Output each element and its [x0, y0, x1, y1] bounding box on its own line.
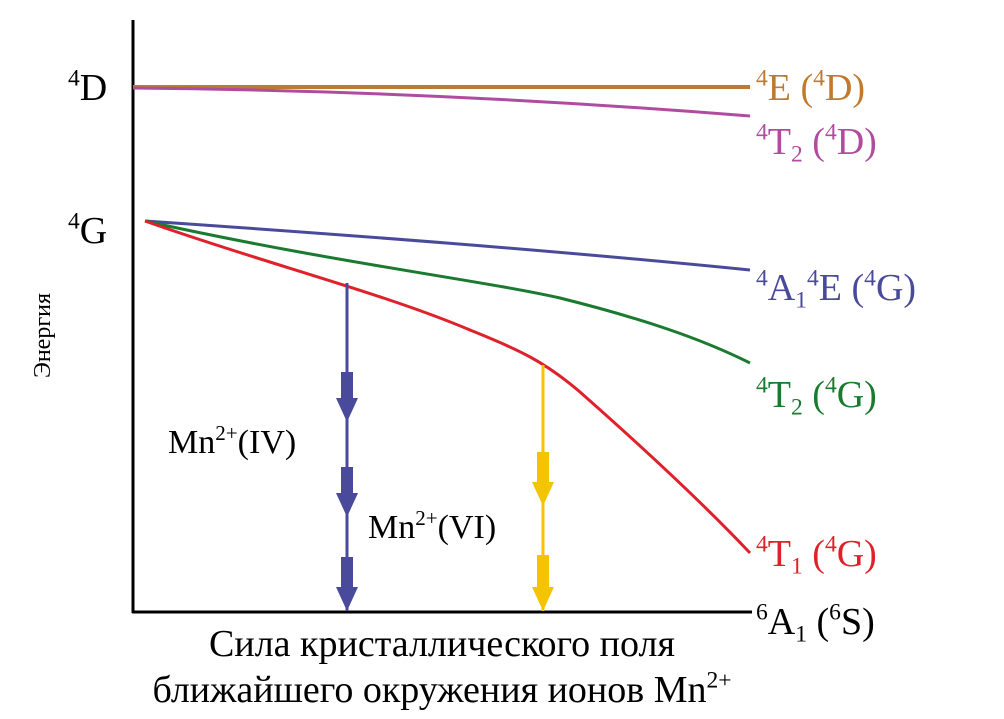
axes [131, 20, 752, 614]
curve-4T2-4D [132, 86, 751, 118]
arrow-head-icon [532, 587, 554, 611]
level-label-4E-4D-part: D) [825, 67, 865, 109]
curve-4T1-4G [144, 219, 752, 555]
level-label-4T2-4G: 4​T2​ (4​G) [756, 373, 877, 421]
level-label-6A1-6S-part: S) [841, 601, 875, 643]
arrow-body [341, 372, 353, 400]
x-axis-label-line2-part: 2+ [706, 668, 731, 694]
arrow-body [341, 557, 353, 589]
left-label-4G: 4​G [68, 209, 107, 252]
level-label-4A1-4E-4G-part: 4 [864, 266, 876, 292]
level-label-6A1-6S-part: 6 [829, 600, 841, 626]
arrow-head-icon [336, 587, 358, 611]
transition-label-mn-vi: Mn2+​(VI) [368, 506, 496, 546]
transition-label-mn-iv-part: (IV) [238, 424, 297, 461]
arrow-head-icon [336, 493, 358, 517]
level-label-4T2-4D-part: 4 [756, 120, 768, 146]
arrows [336, 283, 554, 611]
level-label-6A1-6S-part: ( [807, 601, 829, 643]
level-label-4T2-4D-part: T [768, 121, 791, 163]
left-label-4G-part: G [80, 210, 107, 252]
level-label-4T1-4G-part: G) [837, 533, 877, 575]
left-label-4D-part: D [80, 67, 107, 109]
level-label-4T2-4G-part: 4 [825, 373, 837, 399]
arrow-head-icon [336, 398, 358, 422]
level-label-4T1-4G: 4​T1​ (4​G) [756, 532, 877, 580]
left-label-4D-part: 4 [68, 66, 80, 92]
y-axis-label: Энергия [30, 293, 56, 378]
level-label-4A1-4E-4G-part: A [768, 267, 796, 309]
left-label-4G-part: 4 [68, 209, 80, 235]
curve-4A1-4E-4G [144, 219, 751, 272]
x-axis-label-line1: Сила кристаллического поля [209, 623, 675, 665]
level-label-4T2-4D: 4​T2​ (4​D) [756, 120, 877, 168]
level-label-6A1-6S: 6​A1​ (6​S) [756, 600, 875, 648]
level-label-4A1-4E-4G-part: E ( [819, 267, 864, 309]
level-label-4A1-4E-4G-part: 1 [795, 288, 807, 314]
level-label-6A1-6S-part: 6 [756, 600, 768, 626]
level-label-4T2-4D-part: D) [837, 121, 877, 163]
level-label-4E-4D: 4​E (4​D) [756, 66, 865, 109]
level-label-4T1-4G-part: 1 [791, 554, 803, 580]
level-label-4T1-4G-part: T [768, 533, 791, 575]
arrow-head-icon [532, 482, 554, 506]
transition-label-mn-vi-part: 2+ [415, 506, 437, 530]
level-label-4E-4D-part: E ( [768, 67, 813, 109]
level-label-4T2-4D-part: 2 [791, 142, 803, 168]
transition-label-mn-vi-part: Mn [368, 509, 415, 546]
arrow-body [341, 467, 353, 495]
level-label-6A1-6S-part: A [768, 601, 796, 643]
transition-label-mn-iv: Mn2+​(IV) [168, 421, 296, 461]
level-label-4T2-4G-part: G) [837, 374, 877, 416]
level-label-4T1-4G-part: 4 [825, 532, 837, 558]
level-label-4E-4D-part: 4 [756, 66, 768, 92]
x-axis-label-line2: ближайшего окружения ионов Mn2+​ [152, 668, 731, 711]
level-label-4T2-4D-part: ( [803, 121, 825, 163]
level-label-4T2-4G-part: 4 [756, 373, 768, 399]
level-label-4A1-4E-4G-part: 4 [756, 266, 768, 292]
arrow-body [537, 555, 549, 589]
transition-label-mn-iv-part: Mn [168, 424, 215, 461]
level-label-4T2-4G-part: ( [803, 374, 825, 416]
transition-arrow-mn-iv [336, 283, 358, 611]
level-label-6A1-6S-part: 1 [795, 622, 807, 648]
level-label-4E-4D-part: 4 [813, 66, 825, 92]
level-label-4T2-4D-part: 4 [825, 120, 837, 146]
level-label-4T2-4G-part: T [768, 374, 791, 416]
curve-4T2-4G [144, 219, 751, 365]
level-label-4A1-4E-4G: 4​A1​4​E (4​G) [756, 266, 916, 314]
curves [132, 85, 752, 555]
left-label-4D: 4​D [68, 66, 107, 109]
level-label-4A1-4E-4G-part: 4 [807, 266, 819, 292]
x-axis-label-line2-part: ближайшего окружения ионов Mn [152, 669, 706, 711]
level-label-4A1-4E-4G-part: G) [876, 267, 916, 309]
transition-label-mn-iv-part: 2+ [215, 421, 237, 445]
level-label-4T1-4G-part: ( [803, 533, 825, 575]
transition-label-mn-vi-part: (VI) [438, 509, 497, 546]
transition-arrow-mn-vi [532, 365, 554, 611]
arrow-body [537, 452, 549, 484]
labels: Энергия 4​D 4​G 4​E (4​D) 4​T2​ (4​D) 4​A1​4​… [30, 66, 916, 711]
level-label-4T2-4G-part: 2 [791, 395, 803, 421]
level-label-4T1-4G-part: 4 [756, 532, 768, 558]
